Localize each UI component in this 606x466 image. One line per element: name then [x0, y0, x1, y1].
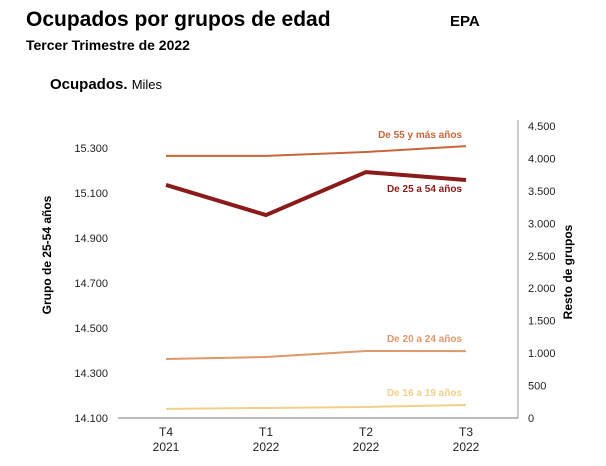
- x-tick-label: T1: [259, 425, 273, 439]
- series-label: De 55 y más años: [378, 130, 462, 141]
- x-tick-label: 2021: [153, 440, 180, 454]
- x-tick-label: 2022: [453, 440, 480, 454]
- right-tick-label: 1.000: [528, 348, 556, 360]
- left-tick-label: 14.300: [74, 368, 108, 380]
- right-tick-label: 3.500: [528, 186, 556, 198]
- left-tick-label: 14.500: [74, 323, 108, 335]
- right-tick-label: 4.500: [528, 121, 556, 133]
- series-line: [165, 404, 467, 410]
- left-tick-label: 14.700: [74, 278, 108, 290]
- chart-title: Ocupados. Miles: [50, 76, 162, 93]
- left-tick-label: 14.900: [74, 233, 108, 245]
- left-tick-label: 15.300: [74, 143, 108, 155]
- series-line: [165, 349, 467, 360]
- source-label: EPA: [450, 13, 480, 30]
- x-tick-label: 2022: [253, 440, 280, 454]
- x-tick-label: T3: [459, 425, 473, 439]
- right-tick-label: 2.000: [528, 283, 556, 295]
- series-line: [166, 145, 467, 157]
- left-axis-label: Grupo de 25-54 años: [40, 195, 54, 314]
- right-tick-label: 4.000: [528, 153, 556, 165]
- left-tick-label: 14.100: [74, 413, 108, 425]
- x-tick-label: 2022: [353, 440, 380, 454]
- x-tick-label: T4: [159, 425, 173, 439]
- right-tick-label: 0: [528, 413, 534, 425]
- x-tick-label: T2: [359, 425, 373, 439]
- right-tick-label: 500: [528, 381, 546, 393]
- series-label: De 20 a 24 años: [387, 334, 462, 345]
- series-label: De 25 a 54 años: [387, 184, 462, 195]
- right-tick-label: 1.500: [528, 316, 556, 328]
- chart-unit: Miles: [131, 77, 163, 92]
- chart-title-text: Ocupados.: [50, 76, 128, 93]
- right-tick-label: 2.500: [528, 251, 556, 263]
- page-subtitle: Tercer Trimestre de 2022: [26, 37, 190, 53]
- series-label: De 16 a 19 años: [387, 388, 462, 399]
- series-line: [165, 170, 467, 218]
- left-tick-label: 15.100: [74, 188, 108, 200]
- page-title: Ocupados por grupos de edad: [26, 8, 331, 31]
- right-tick-label: 3.000: [528, 218, 556, 230]
- right-axis-label: Resto de grupos: [561, 224, 575, 319]
